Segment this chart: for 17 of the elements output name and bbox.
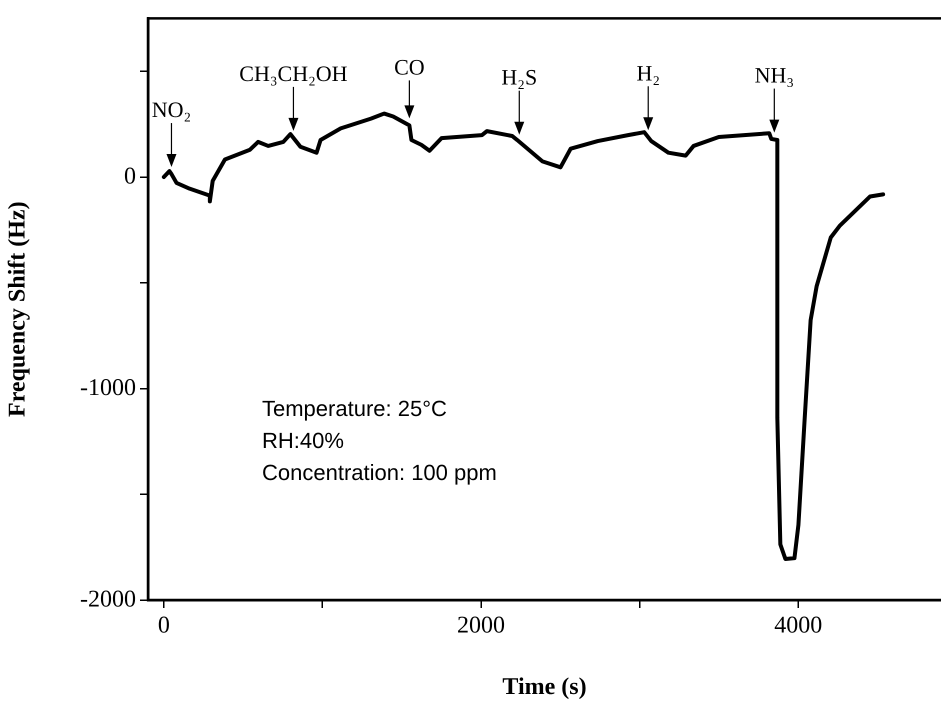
y-tick-label: 0 [124, 163, 136, 190]
annotation: NO₂ [152, 97, 192, 122]
x-axis-title: Time (s) [502, 674, 587, 700]
annotation: RH:40% [262, 428, 344, 453]
annotation: CH₃CH₂OH [239, 60, 348, 86]
x-tick-label: 0 [158, 612, 170, 639]
annotation: H₂ [636, 60, 660, 86]
annotation: CO [394, 54, 425, 80]
annotation: Temperature: 25°C [262, 396, 447, 421]
x-tick-label: 4000 [774, 612, 822, 639]
y-axis-title: Frequency Shift (Hz) [4, 201, 31, 417]
y-tick-label: -1000 [80, 374, 136, 401]
annotation: Concentration: 100 ppm [262, 460, 497, 485]
annotation: H₂S [501, 64, 538, 90]
x-tick-label: 2000 [457, 612, 506, 639]
annotation: NH₃ [754, 62, 794, 88]
y-tick-label: -2000 [80, 586, 136, 612]
